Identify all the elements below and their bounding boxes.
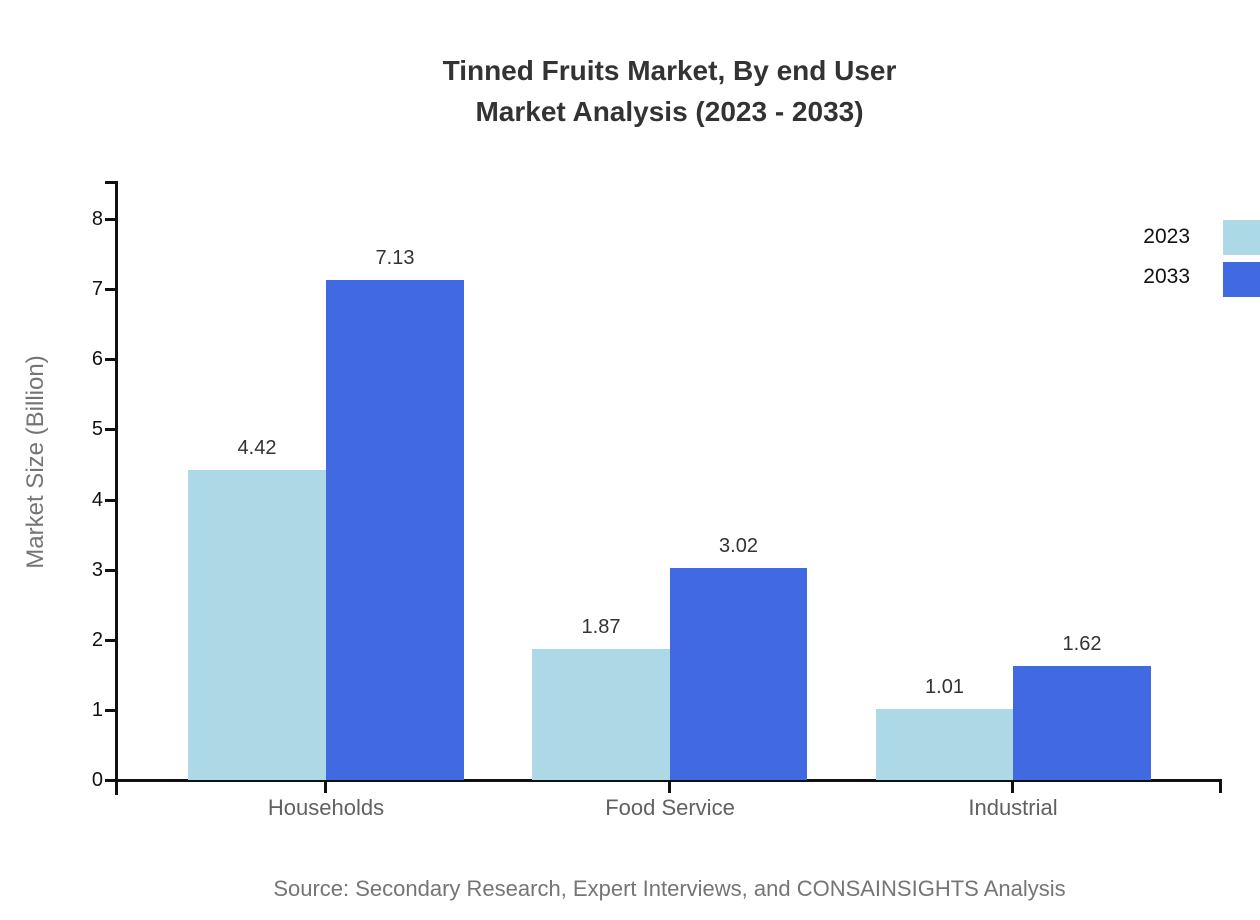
y-axis-cap-tick <box>105 181 117 184</box>
chart-title-line1: Tinned Fruits Market, By end User <box>442 55 897 86</box>
legend-swatch-2023 <box>1223 220 1260 255</box>
bar-industrial-2023 <box>876 709 1013 780</box>
y-tick-label: 1 <box>91 699 103 721</box>
bar-industrial-2033 <box>1013 666 1151 780</box>
y-tick-label: 8 <box>91 208 103 230</box>
x-axis-tick <box>668 780 671 793</box>
value-label-food-service-2023: 1.87 <box>581 616 621 638</box>
bar-households-2033 <box>326 280 464 780</box>
y-axis-tick <box>105 428 117 431</box>
y-tick-label: 0 <box>91 769 103 791</box>
chart-title-line2: Market Analysis (2023 - 2033) <box>475 96 864 127</box>
y-axis-tick <box>105 358 117 361</box>
y-tick-label: 4 <box>91 489 103 511</box>
bar-food-service-2033 <box>670 568 807 780</box>
x-axis-line <box>105 779 1222 782</box>
value-label-households-2033: 7.13 <box>375 247 415 269</box>
bar-households-2023 <box>188 470 326 780</box>
category-label-food-service: Food Service <box>605 795 735 820</box>
legend-swatch-2033 <box>1223 262 1260 297</box>
legend-label-2033: 2033 <box>1143 265 1190 288</box>
value-label-food-service-2033: 3.02 <box>719 535 758 557</box>
chart-title: Tinned Fruits Market, By end User Market… <box>117 50 1222 132</box>
category-label-industrial: Industrial <box>968 795 1058 820</box>
y-axis-title: Market Size (Billion) <box>22 355 49 569</box>
x-axis-tick <box>324 780 327 793</box>
y-tick-label: 2 <box>91 629 103 651</box>
y-axis-tick <box>105 709 117 712</box>
legend-label-2023: 2023 <box>1143 225 1190 248</box>
y-axis-tick <box>105 218 117 221</box>
y-axis-tick <box>105 499 117 502</box>
y-axis-line <box>115 181 118 795</box>
source-note: Source: Secondary Research, Expert Inter… <box>273 876 1066 901</box>
value-label-industrial-2033: 1.62 <box>1062 633 1102 655</box>
y-tick-label: 3 <box>91 559 103 581</box>
y-tick-label: 6 <box>91 348 103 370</box>
y-tick-label: 7 <box>91 278 103 300</box>
x-axis-end-tick <box>1219 780 1222 793</box>
y-axis-tick <box>105 288 117 291</box>
y-axis-tick <box>105 639 117 642</box>
value-label-households-2023: 4.42 <box>237 437 277 459</box>
y-tick-label: 5 <box>91 418 103 440</box>
value-label-industrial-2023: 1.01 <box>925 676 964 698</box>
category-label-households: Households <box>267 795 385 820</box>
y-axis-tick <box>105 569 117 572</box>
bar-food-service-2023 <box>532 649 670 780</box>
x-axis-tick <box>1011 780 1014 793</box>
